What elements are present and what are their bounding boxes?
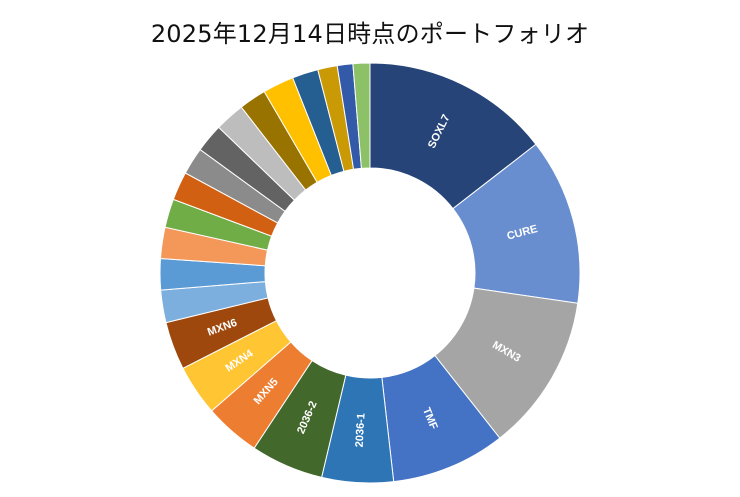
slice-label: 2036-1 — [354, 413, 368, 448]
donut-slices — [159, 62, 581, 484]
donut-slice — [352, 62, 371, 169]
chart-title: 2025年12月14日時点のポートフォリオ — [150, 20, 590, 48]
